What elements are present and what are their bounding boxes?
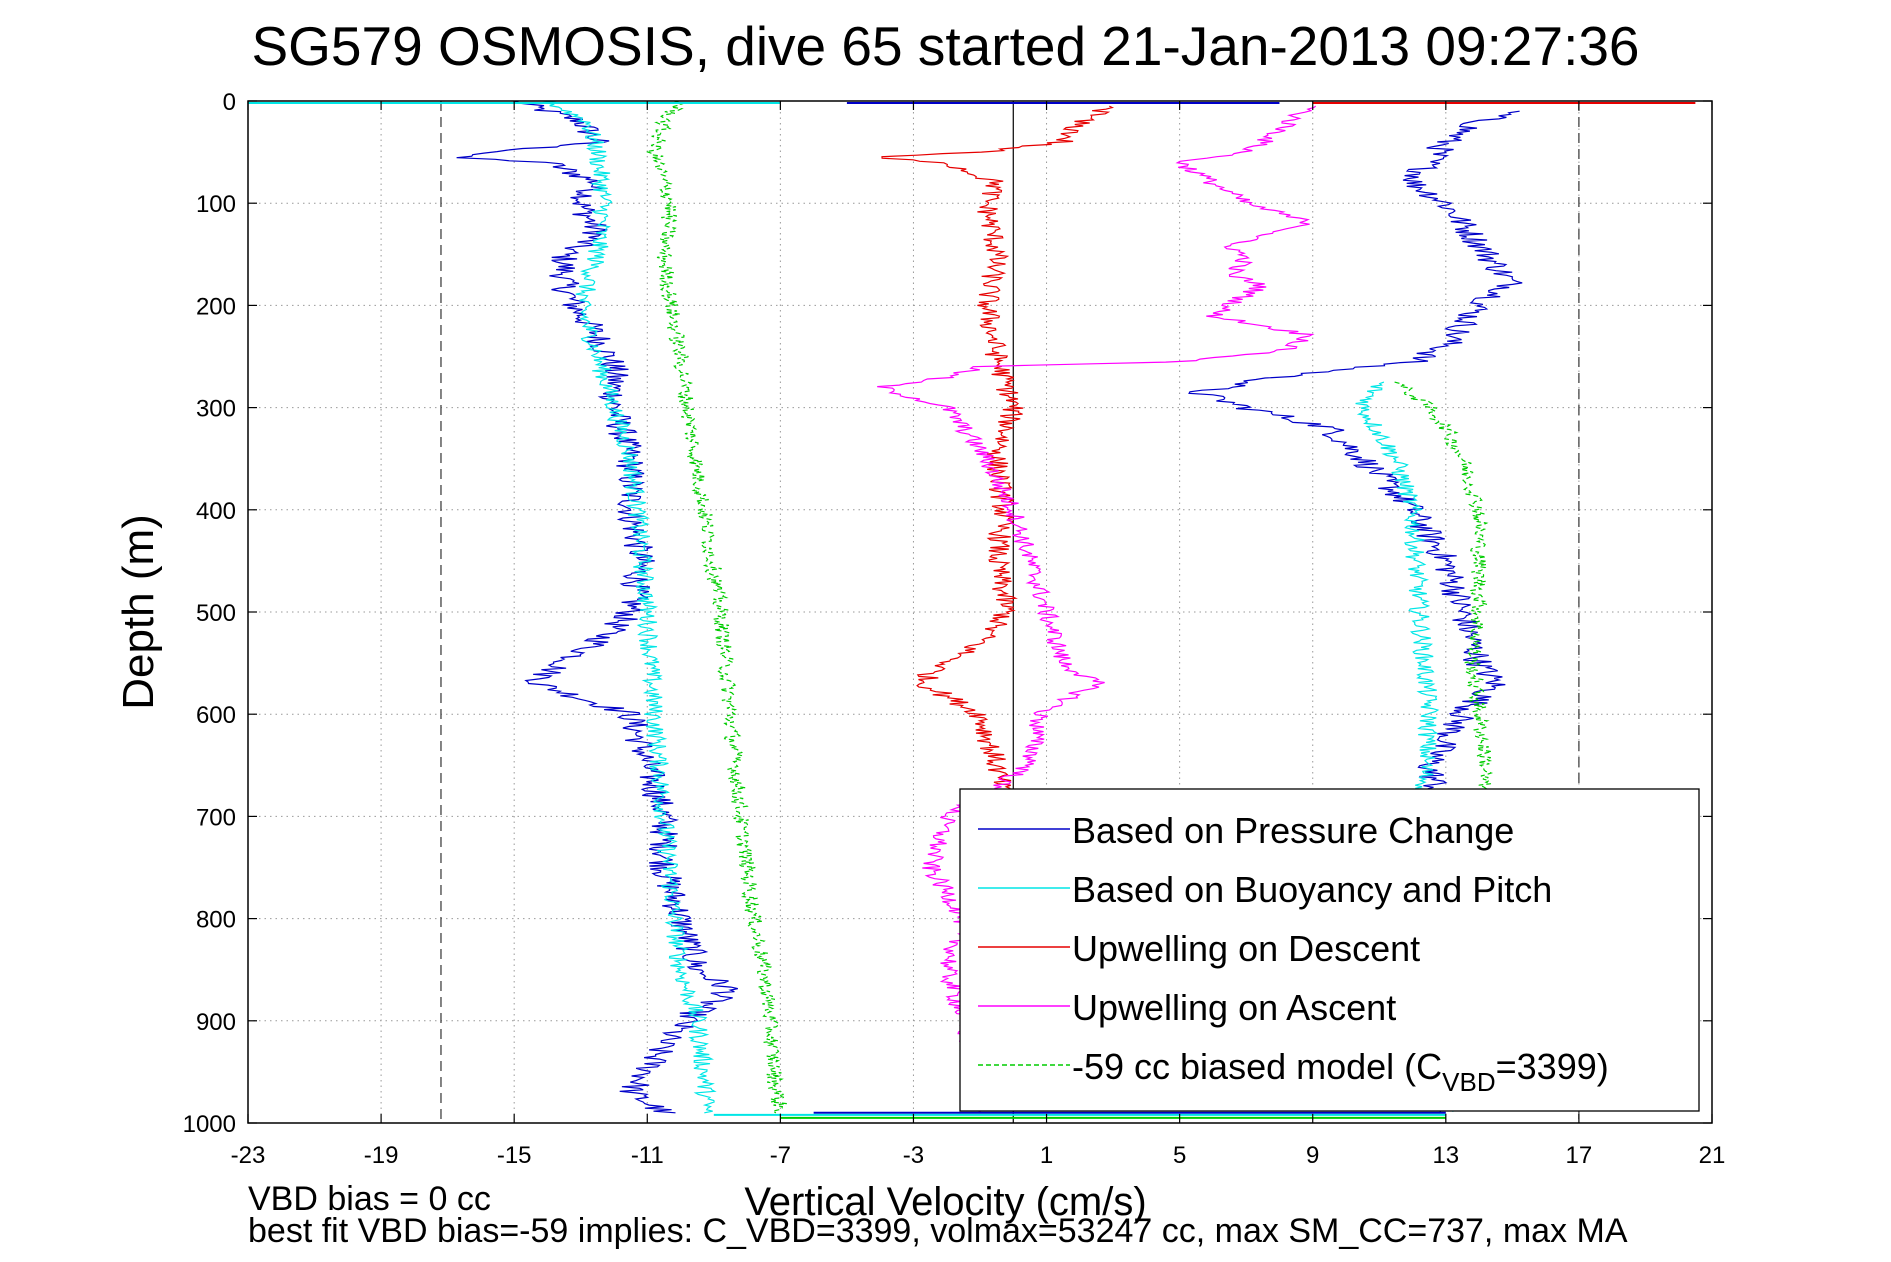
footnote-vbd-bias: VBD bias = 0 cc [248,1180,491,1218]
x-tick-label-10: 17 [1566,1142,1593,1169]
y-tick-label-8: 800 [196,907,236,934]
series-line-0-descent [456,101,738,1114]
x-tick-label-3: -11 [631,1142,664,1169]
y-tick-label-1: 100 [196,191,236,218]
x-tick-label-4: -7 [770,1142,791,1169]
legend-label-3: Upwelling on Ascent [1072,987,1396,1028]
chart-title: SG579 OSMOSIS, dive 65 started 21-Jan-20… [251,15,1640,77]
x-tick-label-1: -19 [364,1142,399,1169]
y-tick-label-3: 300 [196,396,236,423]
y-axis-label-group: Depth (m) [114,514,163,710]
x-tick-label-6: 1 [1040,1142,1053,1169]
legend-label-0: Based on Pressure Change [1072,810,1514,851]
legend: Based on Pressure Change Based on Buoyanc… [959,788,1700,1112]
legend-label-2: Upwelling on Descent [1072,928,1420,969]
x-tick-label-11: 21 [1699,1142,1726,1169]
y-tick-label-0: 0 [223,89,236,116]
y-tick-label-10: 1000 [183,1111,236,1138]
series-line-1-descent [542,101,717,1114]
ticks: -23 -19 -15 -11 -7 -3 1 5 9 13 17 21 0 100 200 300 400 50… [183,89,1726,1169]
y-tick-label-4: 400 [196,498,236,525]
y-tick-label-2: 200 [196,293,236,320]
series-line-3-ascent [877,105,1317,1113]
y-axis-label: Depth (m) [114,514,163,710]
x-tick-label-2: -15 [497,1142,532,1169]
x-axis-label: Vertical Velocity (cm/s) [744,1180,1147,1224]
legend-label-4: -59 cc biased model (CVBD=3399) [1072,1046,1609,1097]
x-tick-label-9: 13 [1432,1142,1459,1169]
x-tick-label-0: -23 [231,1142,266,1169]
y-tick-label-6: 600 [196,702,236,729]
legend-box [959,788,1700,1112]
y-tick-label-9: 900 [196,1009,236,1036]
series-line-2-descent [881,105,1115,817]
legend-label-1: Based on Buoyancy and Pitch [1072,869,1552,910]
x-tick-label-8: 9 [1306,1142,1319,1169]
x-tick-label-5: -3 [903,1142,924,1169]
y-tick-label-7: 700 [196,804,236,831]
series-line-4-descent [646,101,787,1114]
y-tick-label-5: 500 [196,600,236,627]
footnote-best-fit: best fit VBD bias=-59 implies: C_VBD=339… [248,1212,1628,1250]
x-tick-label-7: 5 [1173,1142,1186,1169]
